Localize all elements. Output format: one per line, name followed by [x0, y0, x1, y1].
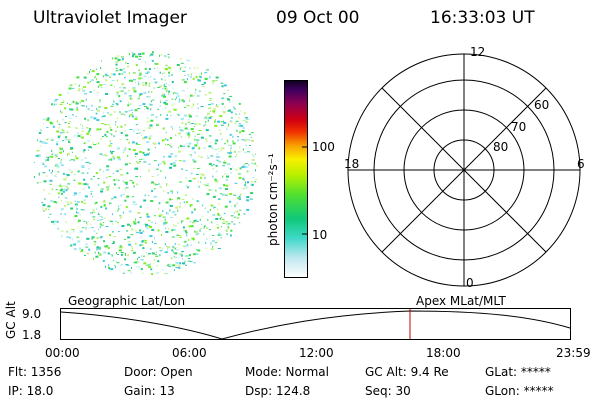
- colorbar-units-label: photon cm⁻²s⁻¹: [266, 153, 280, 246]
- time-tick-2359: 23:59: [556, 346, 591, 360]
- status-mode: Mode: Normal: [245, 365, 329, 379]
- instrument-title: Ultraviolet Imager: [33, 8, 187, 28]
- mlat-mlt-polar-grid: [347, 53, 581, 287]
- mlt-label-18: 18: [344, 157, 360, 171]
- mlat-label-70: 70: [511, 120, 527, 134]
- gc-alt-tick-9: 9.0: [22, 307, 42, 321]
- status-seq: Seq: 30: [365, 384, 411, 398]
- apex-label: Apex MLat/MLT: [416, 294, 506, 308]
- colorbar-tick-10: 10: [312, 228, 328, 242]
- mlat-label-60: 60: [534, 98, 550, 112]
- gc-alt-tick-1-8: 1.8: [22, 328, 42, 342]
- time-tick-0600: 06:00: [172, 346, 207, 360]
- mlt-label-6: 6: [577, 157, 585, 171]
- colorbar-tick-100: 100: [312, 140, 335, 154]
- time-label: 16:33:03 UT: [430, 8, 535, 28]
- uv-image-disc: [33, 51, 258, 276]
- colorbar-gradient: [284, 80, 308, 278]
- status-dsp: Dsp: 124.8: [245, 384, 311, 398]
- gc-alt-axis-label: GC Alt: [4, 301, 18, 339]
- time-tick-0000: 00:00: [45, 346, 80, 360]
- orbit-altitude-timeline: [60, 308, 571, 340]
- status-gc-alt: GC Alt: 9.4 Re: [365, 365, 449, 379]
- time-tick-1200: 12:00: [299, 346, 334, 360]
- mlat-label-80: 80: [493, 140, 509, 154]
- geographic-label: Geographic Lat/Lon: [68, 294, 186, 308]
- time-tick-1800: 18:00: [426, 346, 461, 360]
- status-flt: Flt: 1356: [8, 365, 62, 379]
- status-gain: Gain: 13: [124, 384, 175, 398]
- date-label: 09 Oct 00: [276, 8, 360, 28]
- status-glat: GLat: *****: [485, 365, 551, 379]
- mlt-label-0: 0: [466, 276, 474, 290]
- status-door: Door: Open: [124, 365, 193, 379]
- status-glon: GLon: *****: [485, 384, 554, 398]
- status-ip: IP: 18.0: [8, 384, 54, 398]
- mlt-label-12: 12: [470, 45, 486, 59]
